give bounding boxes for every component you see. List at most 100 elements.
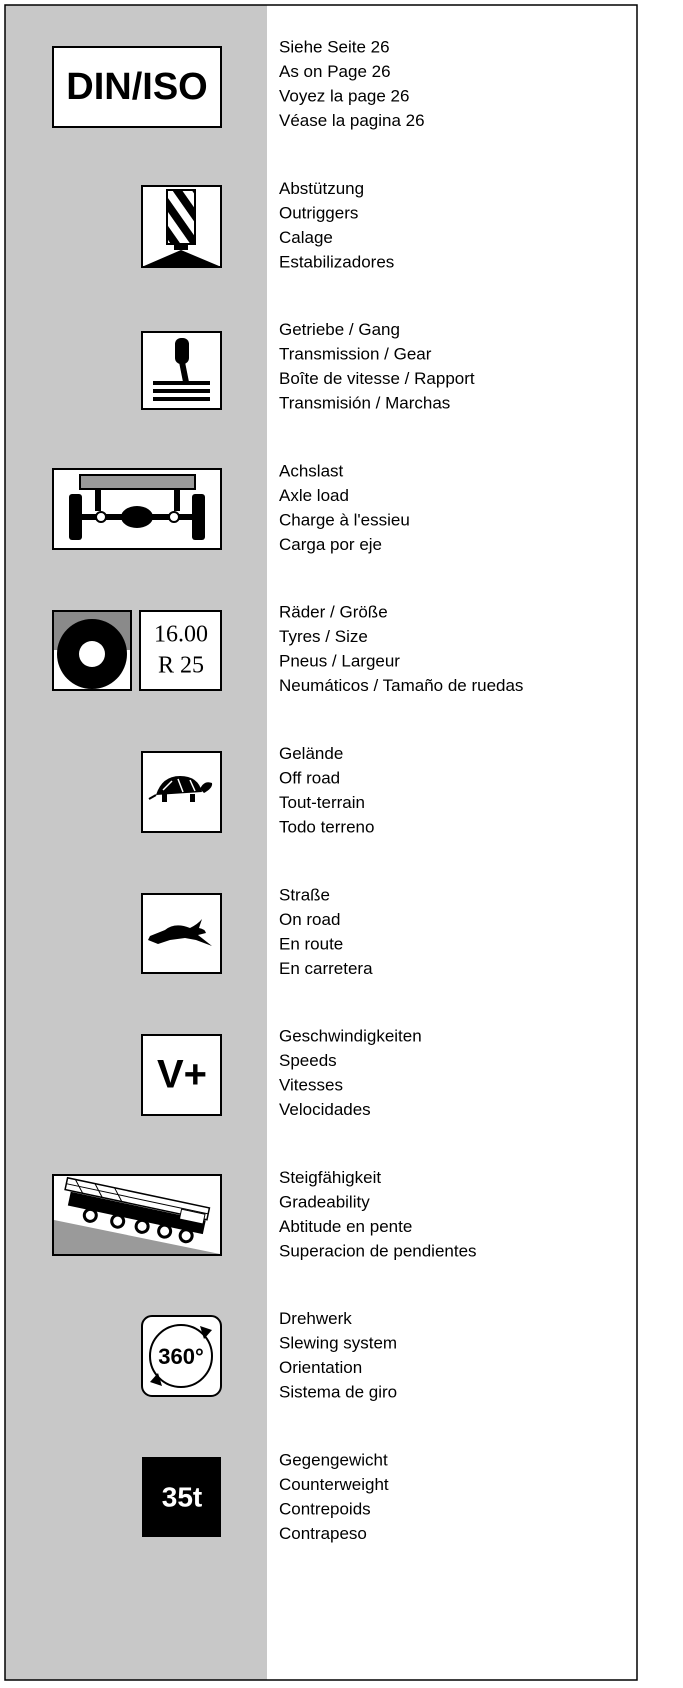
description-line: On road	[279, 910, 340, 929]
description-line: Speeds	[279, 1051, 337, 1070]
icon-shape	[166, 189, 196, 245]
icon-text: 35t	[162, 1481, 202, 1512]
description-line: Getriebe / Gang	[279, 320, 400, 339]
icon-shape	[174, 489, 180, 511]
icon-shape	[200, 782, 213, 793]
description-line: Siehe Seite 26	[279, 37, 390, 56]
icon-shape	[174, 244, 188, 250]
icon-text: 16.00	[154, 622, 208, 648]
turtle-icon	[141, 751, 222, 833]
icon-shape	[95, 511, 107, 523]
icon-shape	[148, 919, 212, 946]
description-line: Carga por eje	[279, 535, 382, 554]
description-line: Axle load	[279, 486, 349, 505]
icon-shape	[142, 1457, 221, 1537]
description-line: Geschwindigkeiten	[279, 1027, 422, 1046]
icon-shape	[141, 1315, 222, 1397]
description-line: As on Page 26	[279, 62, 391, 81]
gear-icon	[141, 331, 222, 410]
description-line: Counterweight	[279, 1475, 389, 1494]
description-line: Tyres / Size	[279, 627, 368, 646]
description-line: Neumáticos / Tamaño de ruedas	[279, 676, 523, 695]
icon-text: R 25	[158, 653, 204, 679]
icon-shape	[82, 1207, 98, 1223]
icon-shape	[153, 381, 210, 385]
icon-shape	[162, 794, 167, 802]
icon-shape	[149, 1324, 213, 1388]
description-line: Outriggers	[279, 203, 358, 222]
description-line: Superacion de pendientes	[279, 1241, 477, 1260]
icon-shape	[79, 474, 196, 490]
description-line: Transmisión / Marchas	[279, 394, 450, 413]
description-line: Gegengewicht	[279, 1450, 388, 1469]
description-line: Estabilizadores	[279, 252, 394, 271]
icon-shape	[52, 610, 132, 691]
description-line: Charge à l'essieu	[279, 510, 410, 529]
icon-shape	[190, 794, 195, 802]
description-line: En carretera	[279, 959, 373, 978]
description-line: Orientation	[279, 1358, 362, 1377]
icon-column	[5, 5, 267, 1680]
description-line: Steigfähigkeit	[279, 1168, 381, 1187]
description-line: Transmission / Gear	[279, 345, 432, 364]
description-line: Abstützung	[279, 179, 364, 198]
axle-icon	[52, 468, 222, 550]
icon-shape	[144, 250, 219, 266]
description-line: Abtitude en pente	[279, 1217, 412, 1236]
tyre-icon: 16.00 R 25	[52, 610, 222, 691]
icon-shape	[121, 506, 153, 528]
icon-text: DIN/ISO	[66, 66, 207, 108]
speed-icon: V+	[141, 1034, 222, 1116]
description-line: Pneus / Largeur	[279, 652, 400, 671]
slewing-icon: 360°	[141, 1315, 222, 1397]
icon-shape	[150, 1373, 162, 1386]
crane-icon	[52, 1174, 222, 1256]
description-line: Véase la pagina 26	[279, 111, 425, 130]
description-line: Voyez la page 26	[279, 86, 409, 105]
description-line: Contrapeso	[279, 1524, 367, 1543]
icon-shape	[157, 1223, 173, 1239]
icon-text: V+	[157, 1053, 207, 1097]
icon-shape	[66, 1179, 209, 1215]
frame	[4, 4, 638, 1681]
counterweight-icon: 35t	[142, 1457, 221, 1537]
description-line: Off road	[279, 768, 340, 787]
icon-shape	[178, 1228, 194, 1244]
icon-shape	[54, 1220, 220, 1254]
icon-shape	[67, 1191, 206, 1235]
icon-shape	[178, 1208, 206, 1225]
description-line: Calage	[279, 228, 333, 247]
description-line: Achslast	[279, 461, 344, 480]
icon-shape	[153, 389, 210, 393]
description-line: Gradeability	[279, 1192, 370, 1211]
icon-shape	[200, 1326, 212, 1339]
description-line: Velocidades	[279, 1100, 371, 1119]
description-line: Drehwerk	[279, 1309, 352, 1328]
description-line: Todo terreno	[279, 817, 374, 836]
description-line: Straße	[279, 885, 330, 904]
icon-shape	[141, 1034, 222, 1116]
icon-shape	[168, 511, 180, 523]
description-line: En route	[279, 934, 343, 953]
description-line: Gelände	[279, 744, 343, 763]
icon-shape	[153, 397, 210, 401]
icon-shape	[179, 362, 189, 382]
icon-shape	[69, 494, 82, 540]
icon-shape	[95, 489, 101, 511]
icon-shape	[52, 46, 222, 128]
description-line: Slewing system	[279, 1334, 397, 1353]
hare-icon	[141, 893, 222, 974]
description-line: Tout-terrain	[279, 793, 365, 812]
description-line: Vitesses	[279, 1076, 343, 1095]
icon-shape	[192, 494, 205, 540]
icon-text: 360°	[158, 1344, 204, 1369]
icon-shape	[162, 778, 196, 793]
description-line: Contrepoids	[279, 1499, 371, 1518]
icon-shape	[139, 610, 222, 691]
icon-shape	[64, 1176, 211, 1244]
icon-shape	[175, 338, 189, 364]
din-iso-icon: DIN/ISO	[52, 46, 222, 128]
